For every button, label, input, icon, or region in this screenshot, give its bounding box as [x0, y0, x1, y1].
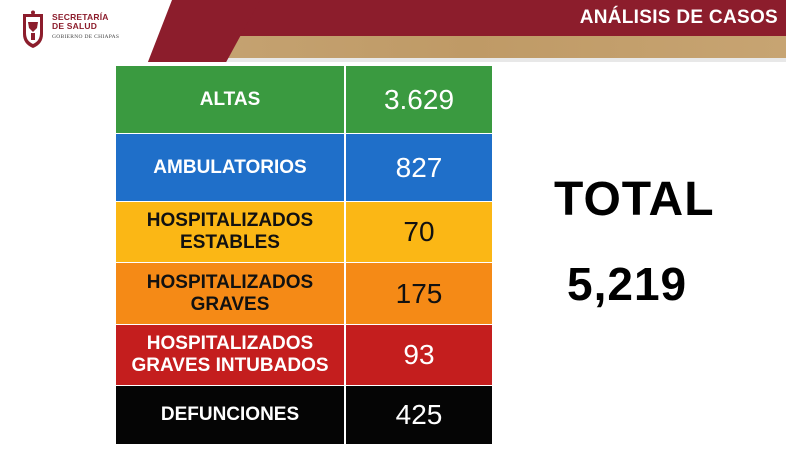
header-shadow: [0, 58, 786, 62]
row-value: 175: [395, 277, 443, 309]
total-value: 5,219: [567, 258, 688, 310]
table-row-hospitalizados-estables: HOSPITALIZADOS ESTABLES 70: [116, 202, 492, 263]
page-title: ANÁLISIS DE CASOS: [579, 7, 778, 28]
row-value: 70: [403, 216, 435, 247]
row-label: AMBULATORIOS: [116, 134, 346, 201]
row-value: 827: [395, 151, 443, 183]
row-value: 3.629: [383, 83, 455, 115]
row-label: HOSPITALIZADOS ESTABLES: [116, 202, 346, 262]
row-value: 93: [403, 339, 435, 370]
table-row-hospitalizados-graves: HOSPITALIZADOS GRAVES 175: [116, 263, 492, 325]
row-label: HOSPITALIZADOS GRAVES: [116, 263, 346, 324]
table-row-hospitalizados-graves-intubados: HOSPITALIZADOS GRAVES INTUBADOS 93: [116, 325, 492, 386]
header-banner: SECRETARÍA DE SALUD GOBIERNO DE CHIAPAS …: [0, 0, 786, 62]
row-value: 425: [395, 399, 443, 430]
table-row-altas: ALTAS 3.629: [116, 66, 492, 134]
table-row-defunciones: DEFUNCIONES 425: [116, 386, 492, 444]
logo-line-2: DE SALUD: [52, 21, 98, 31]
row-label: HOSPITALIZADOS GRAVES INTUBADOS: [116, 325, 346, 385]
row-label: DEFUNCIONES: [116, 386, 346, 444]
logo-line-1: SECRETARÍA: [52, 12, 109, 22]
chiapas-coat-of-arms-icon: [23, 10, 43, 48]
cases-table: ALTAS 3.629 AMBULATORIOS 827 HOSPITALIZA…: [116, 66, 492, 444]
total-label: TOTAL: [554, 173, 715, 226]
logo-line-3: GOBIERNO DE CHIAPAS: [52, 34, 120, 40]
table-row-ambulatorios: AMBULATORIOS 827: [116, 134, 492, 202]
logo-wordmark: SECRETARÍA DE SALUD GOBIERNO DE CHIAPAS: [52, 13, 119, 42]
row-label: ALTAS: [116, 66, 346, 133]
